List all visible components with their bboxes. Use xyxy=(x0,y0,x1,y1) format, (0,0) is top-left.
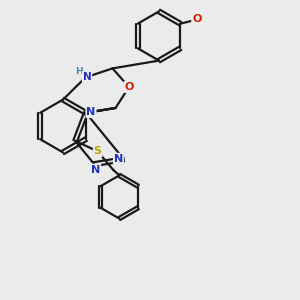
Text: N: N xyxy=(114,154,123,164)
Text: H: H xyxy=(75,68,83,76)
Text: S: S xyxy=(94,146,102,156)
Text: N: N xyxy=(86,107,96,117)
Text: N: N xyxy=(82,72,91,82)
Text: O: O xyxy=(124,82,134,92)
Text: O: O xyxy=(192,14,202,24)
Text: N: N xyxy=(91,164,100,175)
